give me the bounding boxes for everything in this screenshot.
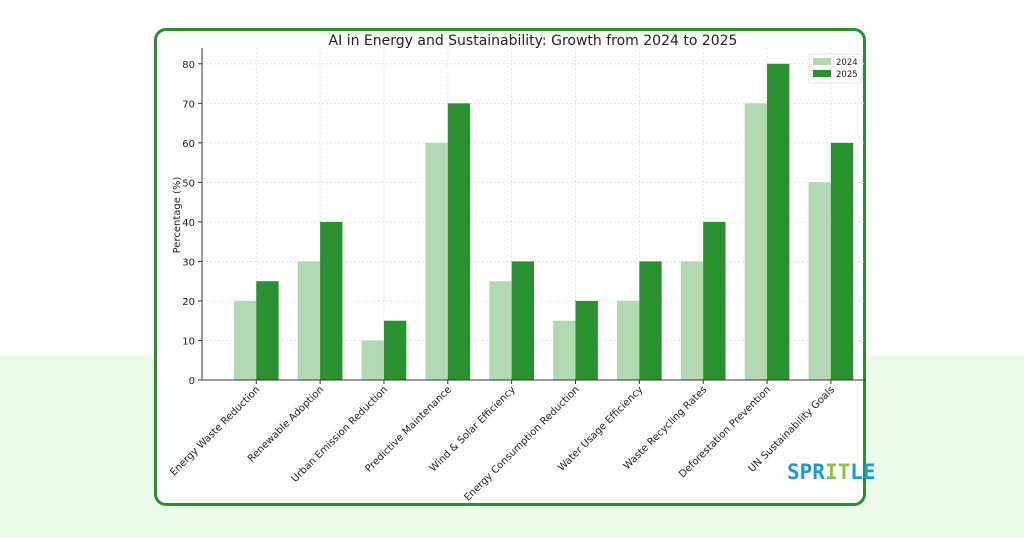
- bar-2024-4: [489, 281, 512, 380]
- bar-2025-3: [447, 103, 471, 380]
- logo-part-3: LE: [850, 460, 876, 484]
- bar-2024-7: [680, 261, 704, 380]
- y-tick-label: 40: [182, 218, 195, 229]
- y-tick-label: 10: [182, 336, 195, 347]
- bar-2024-3: [425, 142, 448, 380]
- y-tick-label: 60: [182, 139, 195, 150]
- x-tick-label: Energy Consumption Reduction: [462, 384, 581, 503]
- bar-2024-8: [744, 103, 768, 380]
- legend: 2024 2025: [808, 53, 863, 84]
- legend-swatch-2024: [813, 58, 831, 65]
- y-tick-label: 30: [182, 257, 195, 268]
- bar-2025-4: [511, 261, 534, 380]
- bar-2024-6: [617, 300, 640, 380]
- bar-2025-0: [256, 281, 279, 380]
- y-tick-label: 20: [182, 297, 195, 308]
- bar-2025-6: [639, 261, 662, 380]
- x-tick-label: Energy Waste Reduction: [168, 384, 262, 478]
- y-tick-label: 0: [189, 376, 195, 387]
- bar-2025-7: [703, 221, 726, 380]
- y-tick-label: 70: [182, 99, 195, 110]
- bar-2024-2: [361, 340, 384, 380]
- bar-2024-0: [233, 300, 257, 380]
- bar-2024-9: [808, 182, 831, 380]
- y-tick-label: 80: [182, 60, 195, 71]
- bar-2024-5: [553, 320, 576, 380]
- logo-part-2: IT: [824, 460, 851, 484]
- bar-2024-1: [297, 261, 321, 380]
- bar-2025-8: [767, 63, 790, 381]
- bar-2025-9: [830, 142, 854, 380]
- legend-swatch-2025: [813, 70, 831, 77]
- y-axis-label: Percentage (%): [172, 177, 183, 254]
- chart-title: AI in Energy and Sustainability: Growth …: [329, 33, 738, 49]
- bar-2025-1: [320, 221, 343, 380]
- logo-part-1: SPR: [787, 460, 825, 484]
- legend-label-2024: 2024: [836, 58, 858, 68]
- sprite-logo: SPRITLE: [787, 459, 876, 485]
- legend-label-2025: 2025: [836, 70, 858, 80]
- bar-2025-2: [383, 320, 407, 380]
- bars: [233, 63, 854, 381]
- y-tick-label: 50: [182, 178, 195, 189]
- bar-2025-5: [575, 300, 598, 380]
